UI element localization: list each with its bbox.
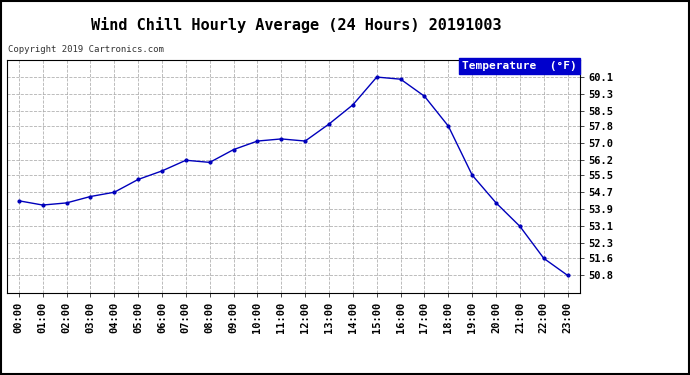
Text: Copyright 2019 Cartronics.com: Copyright 2019 Cartronics.com (8, 45, 164, 54)
Text: Wind Chill Hourly Average (24 Hours) 20191003: Wind Chill Hourly Average (24 Hours) 201… (91, 17, 502, 33)
Text: Temperature  (°F): Temperature (°F) (462, 61, 577, 71)
